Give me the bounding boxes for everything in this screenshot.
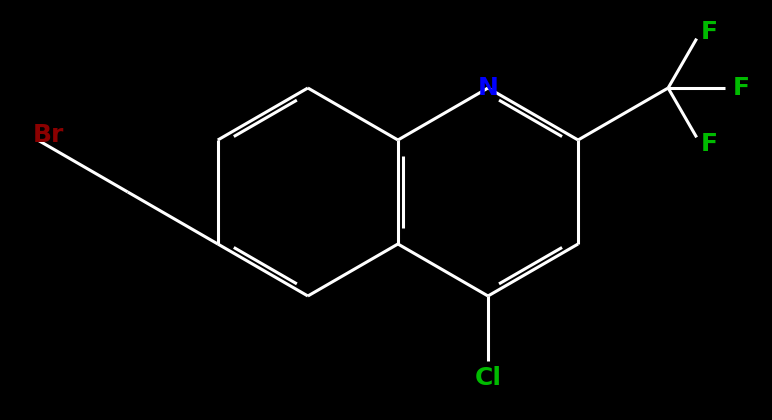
Text: N: N xyxy=(478,76,499,100)
Text: F: F xyxy=(701,20,718,44)
Text: F: F xyxy=(701,132,718,156)
Text: Br: Br xyxy=(32,123,64,147)
Text: Cl: Cl xyxy=(475,366,502,390)
Text: F: F xyxy=(733,76,750,100)
